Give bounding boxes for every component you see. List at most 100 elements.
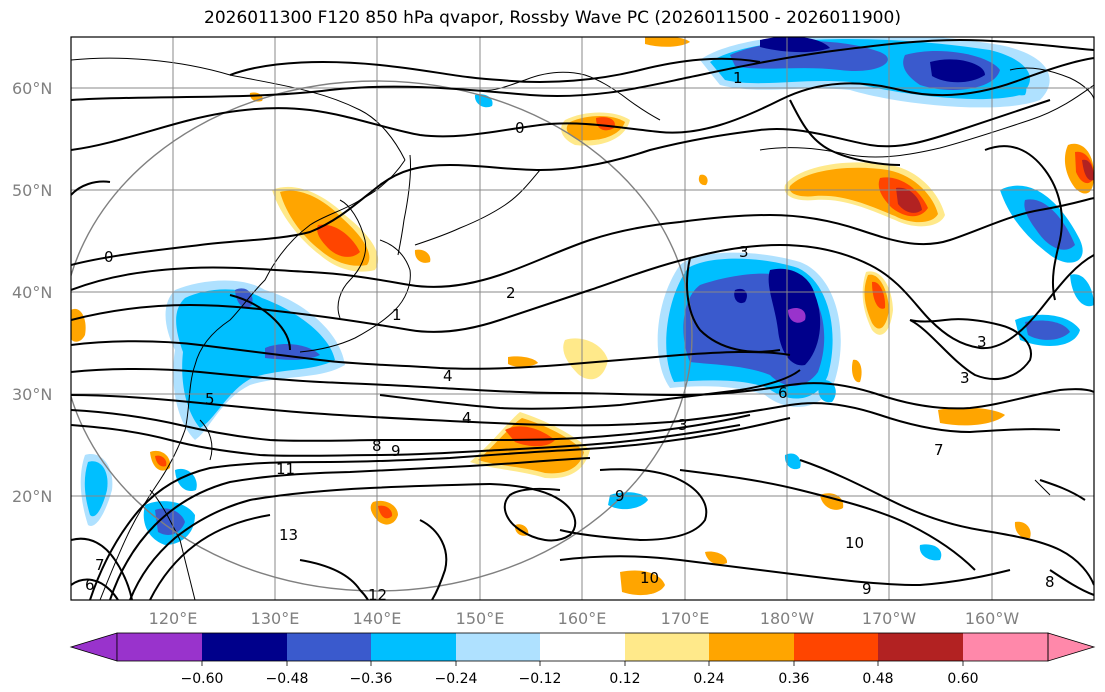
contour-labels: 1 0 0 2 3 4 4 3 3 3 7 5 8 9 9 10 11 13 1… xyxy=(85,69,1055,604)
contour-label: 4 xyxy=(443,367,453,385)
anomaly-region xyxy=(414,249,431,263)
anomaly-region xyxy=(919,544,942,561)
contour-lines xyxy=(71,38,1094,600)
anomaly-region xyxy=(930,59,985,83)
anomaly-region xyxy=(176,289,335,428)
colorbar-ticks xyxy=(201,661,964,666)
anomaly-region xyxy=(235,288,253,308)
contour-label: 0 xyxy=(515,119,525,137)
figure-title: 2026011300 F120 850 hPa qvapor, Rossby W… xyxy=(204,8,901,28)
colorbar-tick-label: −0.48 xyxy=(266,671,309,687)
anomaly-region xyxy=(784,453,801,470)
colorbar-segment xyxy=(117,633,202,661)
contour-label: 1 xyxy=(733,69,743,87)
colorbar-tick-label: −0.12 xyxy=(519,671,562,687)
anomaly-region xyxy=(620,570,665,596)
colorbar-segment xyxy=(371,633,456,661)
colorbar-tick-label: −0.36 xyxy=(350,671,393,687)
contour-label: 8 xyxy=(372,437,382,455)
lon-label-160w: 160°W xyxy=(965,609,1020,628)
contour-label: 3 xyxy=(960,369,970,387)
colorbar-tick-label: 0.12 xyxy=(609,671,640,687)
lon-label-150e: 150°E xyxy=(456,609,505,628)
lon-label-120e: 120°E xyxy=(149,609,198,628)
colorbar: −0.60 −0.48 −0.36 −0.24 −0.12 0.12 0.24 … xyxy=(69,632,1096,687)
contour-label: 6 xyxy=(85,576,95,594)
anomaly-region xyxy=(896,187,922,213)
anomaly-region xyxy=(698,174,708,186)
anomaly-region xyxy=(645,37,690,47)
colorbar-extend-high xyxy=(1047,632,1096,662)
colorbar-segment xyxy=(456,633,540,661)
colorbar-segment xyxy=(878,633,963,661)
contour-label: 8 xyxy=(1045,573,1055,591)
contour-label: 2 xyxy=(506,284,516,302)
colorbar-tick-label: 0.24 xyxy=(693,671,724,687)
contour-label: 1 xyxy=(392,306,402,324)
anomaly-region xyxy=(84,461,108,517)
colorbar-tick-label: −0.60 xyxy=(181,671,224,687)
contour-label: 10 xyxy=(845,534,864,552)
colorbar-segment xyxy=(540,633,625,661)
anomaly-region xyxy=(265,344,320,360)
lat-label-60n: 60°N xyxy=(12,79,52,98)
anomaly-region xyxy=(1024,199,1075,250)
contour-label: 6 xyxy=(778,384,788,402)
contour-label: 9 xyxy=(862,580,872,598)
contour-label: 11 xyxy=(276,460,295,478)
lon-label-140e: 140°E xyxy=(353,609,402,628)
colorbar-segment xyxy=(625,633,709,661)
colorbar-segment xyxy=(202,633,287,661)
anomaly-region xyxy=(317,224,360,257)
lon-label-170w: 170°W xyxy=(862,609,917,628)
contour-label: 0 xyxy=(104,248,114,266)
contour-label: 13 xyxy=(279,526,298,544)
anomaly-region xyxy=(938,407,1005,426)
lon-label-170e: 170°E xyxy=(661,609,710,628)
contour-label: 3 xyxy=(739,243,749,261)
lat-label-20n: 20°N xyxy=(12,487,52,506)
colorbar-segment xyxy=(794,633,878,661)
anomaly-region xyxy=(1014,521,1031,539)
contour-label: 9 xyxy=(391,442,401,460)
anomaly-region xyxy=(818,379,836,403)
anomaly-region xyxy=(563,338,608,380)
contour-label: 12 xyxy=(368,586,387,604)
lon-label-180w: 180°W xyxy=(760,609,815,628)
map-frame xyxy=(70,36,1095,601)
contour-label: 9 xyxy=(615,487,625,505)
longitude-labels: 120°E 130°E 140°E 150°E 160°E 170°E 180°… xyxy=(149,609,1020,628)
anomaly-region xyxy=(788,308,806,323)
colorbar-segment xyxy=(963,633,1048,661)
colorbar-segment xyxy=(709,633,794,661)
colorbar-frame xyxy=(116,632,1049,662)
latitude-labels: 60°N 50°N 40°N 30°N 20°N xyxy=(12,79,52,506)
colorbar-tick-label: 0.60 xyxy=(947,671,978,687)
contour-label: 7 xyxy=(95,556,105,574)
contour-label: 10 xyxy=(640,569,659,587)
reference-circle xyxy=(71,80,693,592)
lat-label-50n: 50°N xyxy=(12,181,52,200)
anomaly-region xyxy=(1082,159,1094,181)
lat-label-30n: 30°N xyxy=(12,385,52,404)
anomaly-region xyxy=(851,359,862,383)
colorbar-tick-labels: −0.60 −0.48 −0.36 −0.24 −0.12 0.12 0.24 … xyxy=(181,671,979,687)
colorbar-segment xyxy=(287,633,371,661)
anomaly-region xyxy=(872,281,886,309)
lon-label-130e: 130°E xyxy=(251,609,300,628)
contour-label: 3 xyxy=(678,416,688,434)
contour-label: 7 xyxy=(934,441,944,459)
colorbar-tick-label: −0.24 xyxy=(435,671,478,687)
colorbar-tick-label: 0.48 xyxy=(862,671,893,687)
anomaly-region xyxy=(155,508,185,535)
anomaly-region xyxy=(155,455,167,467)
anomaly-region xyxy=(760,37,830,53)
colorbar-extend-low xyxy=(69,632,118,662)
anomaly-region xyxy=(1025,320,1070,340)
contour-label: 3 xyxy=(977,333,987,351)
anomaly-region xyxy=(705,551,728,565)
anomaly-region xyxy=(1070,274,1094,307)
anomaly-region xyxy=(508,356,538,367)
